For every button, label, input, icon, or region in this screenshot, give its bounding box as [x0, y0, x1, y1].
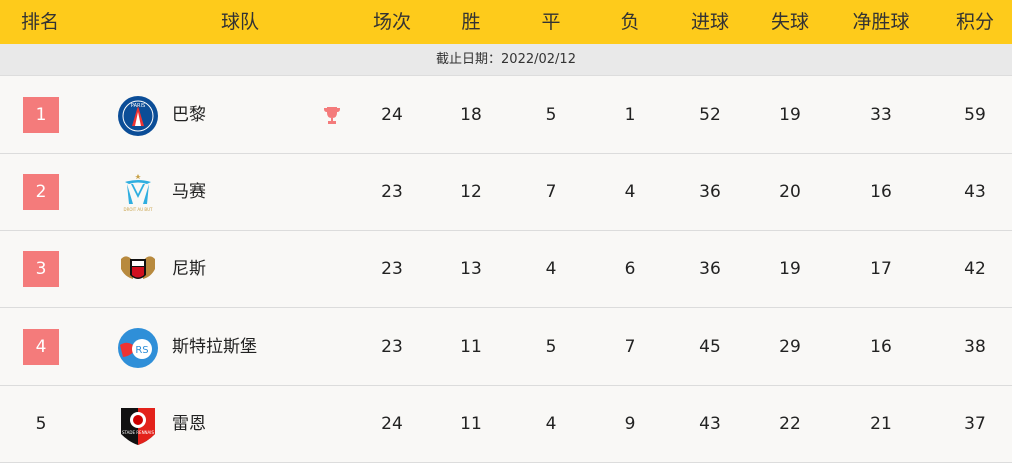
team-name[interactable]: 马赛: [172, 182, 206, 203]
stat-won: 11: [460, 413, 482, 434]
stat-goals-for: 52: [699, 105, 721, 125]
trophy-icon: [324, 107, 340, 124]
stat-points: 42: [964, 259, 986, 280]
stat-goal-difference: 17: [870, 259, 892, 280]
stat-lost: 9: [624, 413, 636, 434]
stat-goal-difference: 16: [870, 336, 892, 357]
column-header[interactable]: 排名: [20, 11, 60, 33]
stat-points: 38: [964, 336, 986, 357]
rank-badge: 5: [35, 413, 47, 434]
stat-goals-for: 36: [699, 259, 721, 280]
team-name[interactable]: 雷恩: [172, 413, 206, 434]
marseille-logo: DROIT AU BUT: [124, 174, 154, 212]
stat-drawn: 4: [545, 259, 557, 280]
stat-lost: 1: [624, 105, 636, 125]
stat-won: 18: [460, 105, 482, 125]
stat-goals-against: 20: [779, 182, 801, 203]
stat-drawn: 5: [545, 105, 557, 125]
svg-text:PARIS: PARIS: [131, 103, 145, 109]
rank-badge: 1: [23, 97, 59, 133]
svg-text:RS: RS: [135, 345, 148, 356]
column-header[interactable]: 积分: [955, 11, 995, 33]
team-name[interactable]: 斯特拉斯堡: [172, 336, 257, 357]
table-row[interactable]: 4 RS 斯特拉斯堡 23 11 5 7 45 29 16 38: [0, 309, 1012, 386]
team-name[interactable]: 巴黎: [172, 105, 206, 125]
stat-goals-against: 29: [779, 336, 801, 357]
column-header[interactable]: 净胜球: [852, 11, 910, 33]
nice-logo: [121, 256, 155, 280]
stat-goals-for: 36: [699, 182, 721, 203]
stat-goals-for: 45: [699, 336, 721, 357]
column-header[interactable]: 失球: [770, 11, 810, 33]
stat-points: 59: [964, 105, 986, 125]
svg-text:STADE RENNAIS: STADE RENNAIS: [122, 430, 154, 435]
stat-goal-difference: 21: [870, 413, 892, 434]
table-row[interactable]: 3 尼斯 23 13 4 6 36 19 17 42: [0, 231, 1012, 309]
rennes-logo: STADE RENNAIS: [121, 407, 155, 445]
svg-text:DROIT AU BUT: DROIT AU BUT: [124, 207, 154, 212]
column-header[interactable]: 胜: [461, 11, 481, 33]
column-header[interactable]: 球队: [220, 11, 260, 33]
stat-won: 12: [460, 182, 482, 203]
column-header[interactable]: 进球: [690, 11, 730, 33]
date-bar: 截止日期：2022/02/12: [0, 44, 1012, 76]
stat-played: 24: [381, 413, 403, 434]
stat-goal-difference: 33: [870, 105, 892, 125]
table-row[interactable]: 1 PARIS 巴黎 24 18 5 1 52 19 33 59: [0, 77, 1012, 154]
stat-won: 11: [460, 336, 482, 357]
table-row[interactable]: 2 DROIT AU BUT 马赛 23 12 7 4 36 20 16 43: [0, 154, 1012, 232]
table-row[interactable]: 5 STADE RENNAIS 雷恩 24 11 4 9 43 22 21 37: [0, 386, 1012, 463]
stat-lost: 4: [624, 182, 636, 203]
stat-goals-against: 22: [779, 413, 801, 434]
stat-goal-difference: 16: [870, 182, 892, 203]
rank-badge: 3: [23, 251, 59, 288]
table-header: 排名 球队 场次 胜 平 负 进球 失球 净胜球 积分: [0, 0, 1012, 44]
stat-drawn: 7: [545, 182, 557, 203]
stat-lost: 6: [624, 259, 636, 280]
stat-won: 13: [460, 259, 482, 280]
stat-played: 23: [381, 182, 403, 203]
stat-goals-against: 19: [779, 259, 801, 280]
stat-drawn: 5: [545, 336, 557, 357]
stat-drawn: 4: [545, 413, 557, 434]
stat-played: 23: [381, 259, 403, 280]
column-header[interactable]: 负: [620, 11, 640, 33]
rank-badge: 2: [23, 174, 59, 211]
column-header[interactable]: 场次: [372, 11, 412, 33]
stat-points: 37: [964, 413, 986, 434]
stat-goals-for: 43: [699, 413, 721, 434]
stat-points: 43: [964, 182, 986, 203]
column-header[interactable]: 平: [541, 11, 561, 33]
stat-lost: 7: [624, 336, 636, 357]
rank-badge: 4: [23, 328, 59, 365]
strasbourg-logo: RS: [118, 327, 158, 368]
stat-goals-against: 19: [779, 105, 801, 125]
stat-played: 24: [381, 105, 403, 125]
stat-played: 23: [381, 336, 403, 357]
psg-logo: PARIS: [118, 96, 158, 136]
team-name[interactable]: 尼斯: [172, 259, 206, 280]
